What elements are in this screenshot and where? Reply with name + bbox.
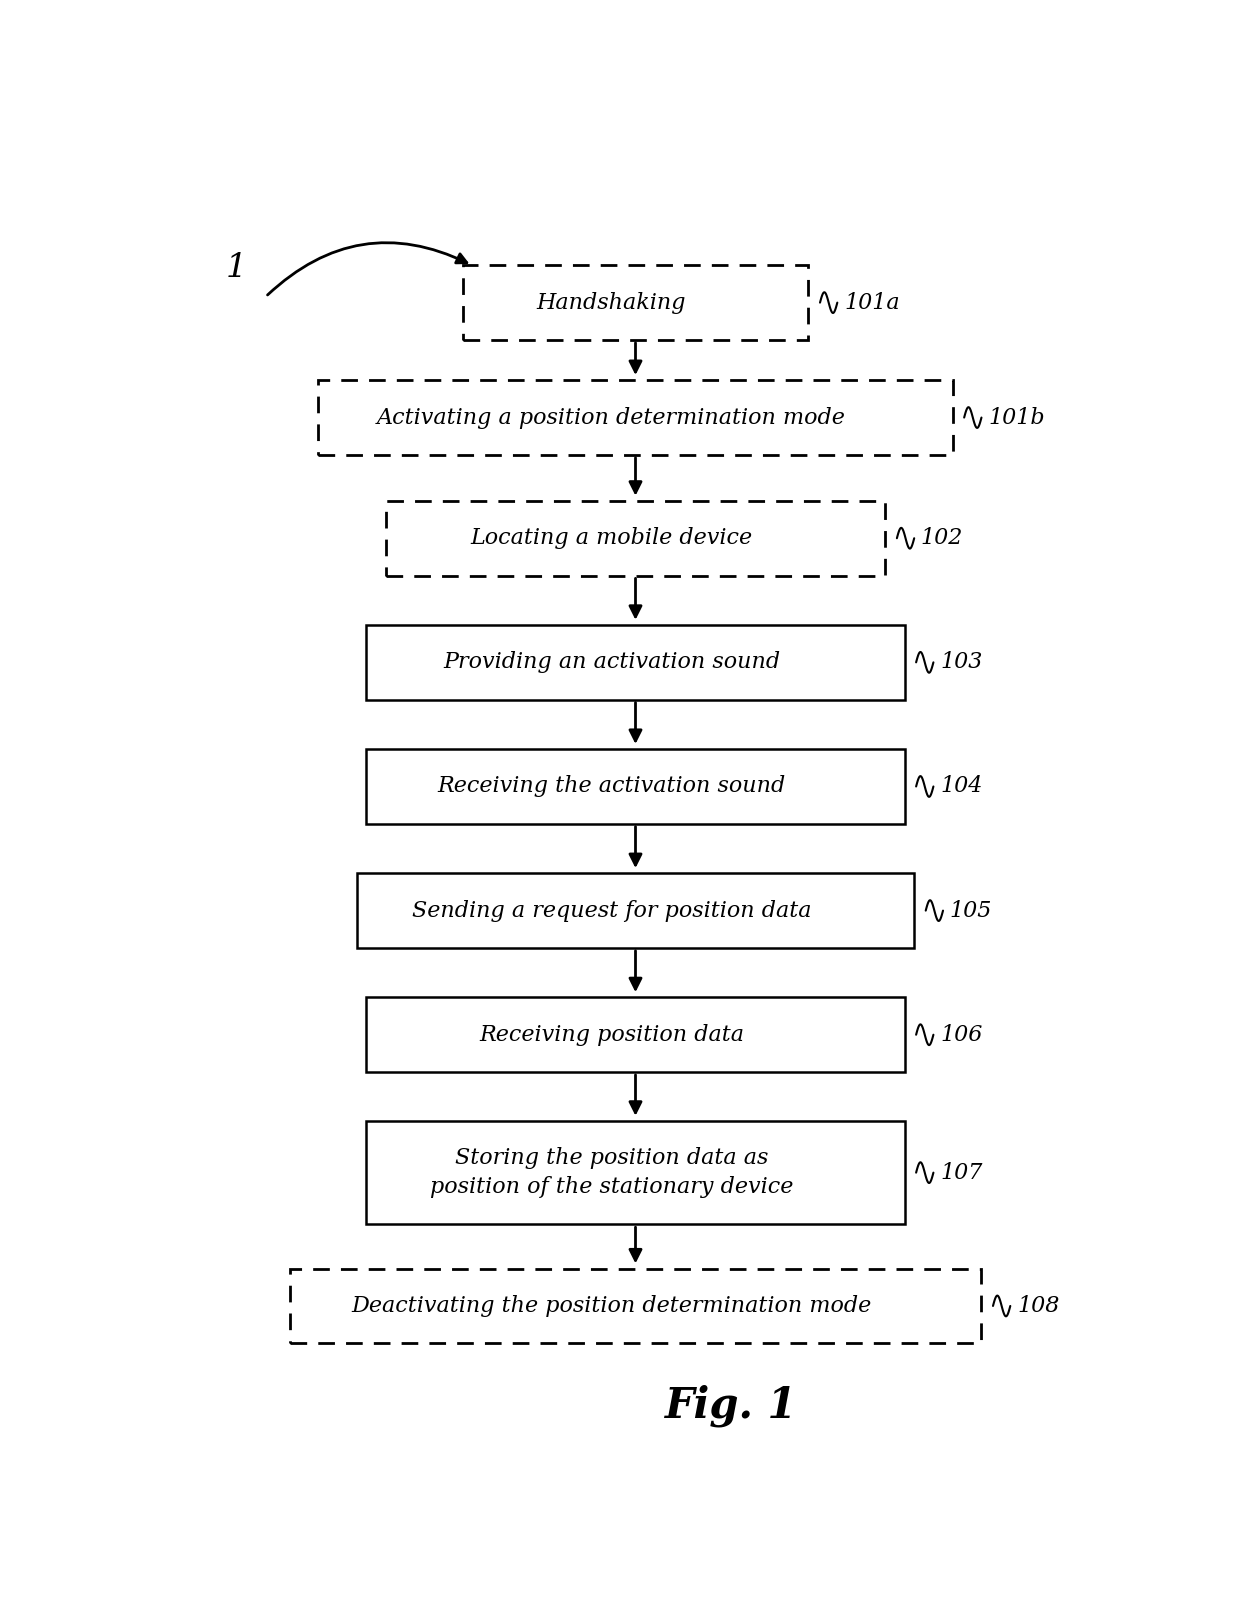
- FancyArrowPatch shape: [268, 243, 466, 295]
- Text: 103: 103: [940, 651, 982, 674]
- Text: Providing an activation sound: Providing an activation sound: [443, 651, 780, 674]
- Text: 106: 106: [940, 1024, 982, 1046]
- Bar: [357, 874, 914, 948]
- Bar: [367, 998, 905, 1072]
- Text: 107: 107: [940, 1162, 982, 1183]
- Text: 101b: 101b: [988, 406, 1045, 429]
- Bar: [367, 1120, 905, 1225]
- Bar: [367, 625, 905, 700]
- Text: 105: 105: [950, 899, 992, 922]
- Text: Deactivating the position determination mode: Deactivating the position determination …: [351, 1294, 872, 1317]
- Bar: [290, 1269, 982, 1343]
- Text: 1: 1: [226, 251, 247, 284]
- Text: Storing the position data as
position of the stationary device: Storing the position data as position of…: [430, 1148, 794, 1198]
- Text: 102: 102: [921, 527, 963, 550]
- Bar: [319, 380, 952, 455]
- Text: Receiving the activation sound: Receiving the activation sound: [438, 775, 786, 798]
- Text: Handshaking: Handshaking: [537, 292, 686, 314]
- Text: 101a: 101a: [844, 292, 900, 314]
- Text: 104: 104: [940, 775, 982, 798]
- Text: Fig. 1: Fig. 1: [666, 1385, 797, 1427]
- Bar: [386, 501, 885, 575]
- Bar: [463, 266, 808, 340]
- Text: Locating a mobile device: Locating a mobile device: [470, 527, 753, 550]
- Text: Activating a position determination mode: Activating a position determination mode: [377, 406, 846, 429]
- Bar: [367, 750, 905, 824]
- Text: Receiving position data: Receiving position data: [479, 1024, 744, 1046]
- Text: 108: 108: [1017, 1294, 1059, 1317]
- Text: Sending a request for position data: Sending a request for position data: [412, 899, 811, 922]
